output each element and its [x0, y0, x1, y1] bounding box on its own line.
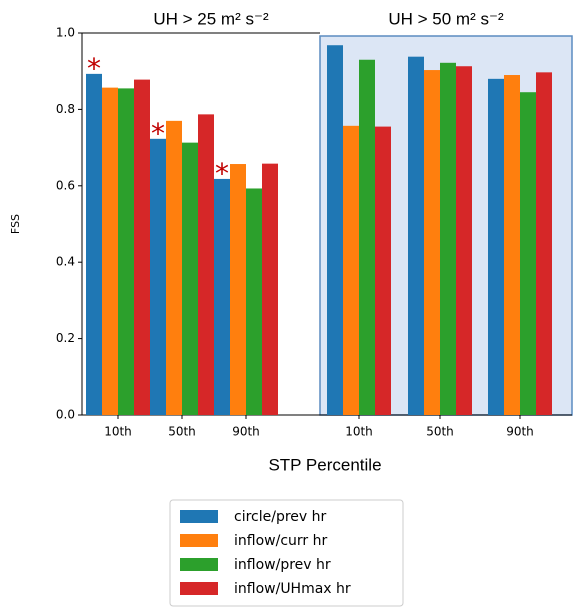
bar	[198, 114, 214, 415]
legend-label: circle/prev hr	[234, 509, 327, 525]
x-axis-label: STP Percentile	[268, 455, 381, 474]
annotation: *	[151, 117, 165, 150]
x-tick-label: 90th	[232, 425, 260, 439]
annotation: *	[87, 52, 101, 85]
legend-swatch	[180, 558, 218, 571]
bar	[150, 138, 166, 415]
bar	[536, 72, 552, 415]
legend-swatch	[180, 534, 218, 547]
y-tick-label: 0.0	[56, 408, 75, 422]
bar	[488, 78, 504, 415]
legend-swatch	[180, 510, 218, 523]
bar	[408, 56, 424, 416]
annotation: *	[215, 157, 229, 190]
bar	[246, 188, 262, 415]
x-tick-label: 50th	[168, 425, 196, 439]
bar	[359, 59, 375, 416]
bar	[343, 125, 359, 416]
bar	[102, 87, 118, 415]
legend-swatch	[180, 582, 218, 595]
bar	[134, 79, 150, 415]
y-tick-label: 0.6	[56, 178, 75, 192]
bar	[182, 142, 198, 415]
legend-label: inflow/curr hr	[234, 533, 327, 549]
bar	[424, 70, 440, 415]
x-tick-label: 10th	[345, 425, 373, 439]
y-tick-label: 1.0	[56, 26, 75, 40]
bar	[166, 120, 182, 416]
bar	[504, 75, 520, 416]
bar	[118, 88, 134, 415]
panel-title: UH > 25 m² s⁻²	[153, 9, 269, 28]
y-tick-label: 0.8	[56, 102, 75, 116]
bar	[440, 62, 456, 416]
y-tick-label: 0.4	[56, 255, 75, 269]
bar	[456, 66, 472, 415]
bar	[86, 73, 102, 416]
y-tick-label: 0.2	[56, 331, 75, 345]
legend-label: inflow/prev hr	[234, 557, 331, 573]
bar	[214, 178, 230, 415]
bar	[327, 45, 343, 415]
bar	[520, 92, 536, 416]
legend-label: inflow/UHmax hr	[234, 581, 351, 597]
legend-box	[169, 499, 404, 607]
x-tick-label: 50th	[426, 425, 454, 439]
bar	[230, 164, 246, 415]
y-axis-label: FSS	[9, 214, 22, 234]
bar	[262, 163, 278, 415]
x-tick-label: 90th	[506, 425, 534, 439]
x-tick-label: 10th	[104, 425, 132, 439]
panel-title: UH > 50 m² s⁻²	[388, 9, 504, 28]
bar	[375, 126, 391, 415]
